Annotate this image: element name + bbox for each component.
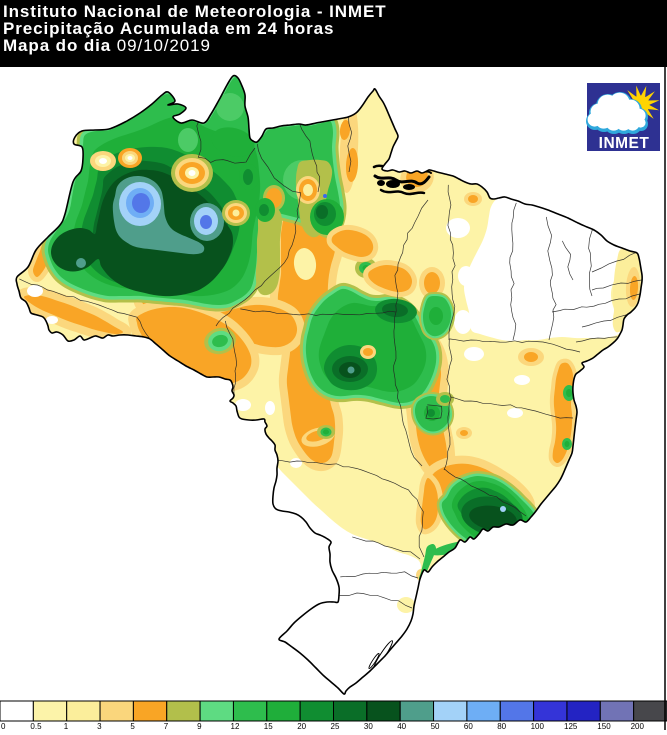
svg-text:100: 100 <box>531 722 545 730</box>
svg-text:125: 125 <box>564 722 578 730</box>
svg-text:Precipitação Acumulada em 24 h: Precipitação Acumulada em 24 horas <box>3 19 334 38</box>
svg-text:30: 30 <box>364 722 373 730</box>
svg-text:20: 20 <box>297 722 306 730</box>
svg-text:0.5: 0.5 <box>30 722 42 730</box>
svg-text:Mapa do dia 09/10/2019: Mapa do dia 09/10/2019 <box>3 36 211 55</box>
svg-text:200: 200 <box>631 722 645 730</box>
svg-text:150: 150 <box>597 722 611 730</box>
svg-text:5: 5 <box>130 722 135 730</box>
svg-text:25: 25 <box>331 722 340 730</box>
svg-text:7: 7 <box>164 722 169 730</box>
svg-text:1: 1 <box>64 722 69 730</box>
svg-text:3: 3 <box>97 722 102 730</box>
svg-text:12: 12 <box>231 722 240 730</box>
svg-text:0: 0 <box>1 722 6 730</box>
svg-text:40: 40 <box>397 722 406 730</box>
svg-text:80: 80 <box>497 722 506 730</box>
svg-text:50: 50 <box>431 722 440 730</box>
svg-text:9: 9 <box>197 722 202 730</box>
svg-text:15: 15 <box>264 722 273 730</box>
svg-text:INMET: INMET <box>599 135 650 152</box>
svg-text:60: 60 <box>464 722 473 730</box>
svg-text:Instituto Nacional de Meteorol: Instituto Nacional de Meteorologia - INM… <box>3 2 386 21</box>
